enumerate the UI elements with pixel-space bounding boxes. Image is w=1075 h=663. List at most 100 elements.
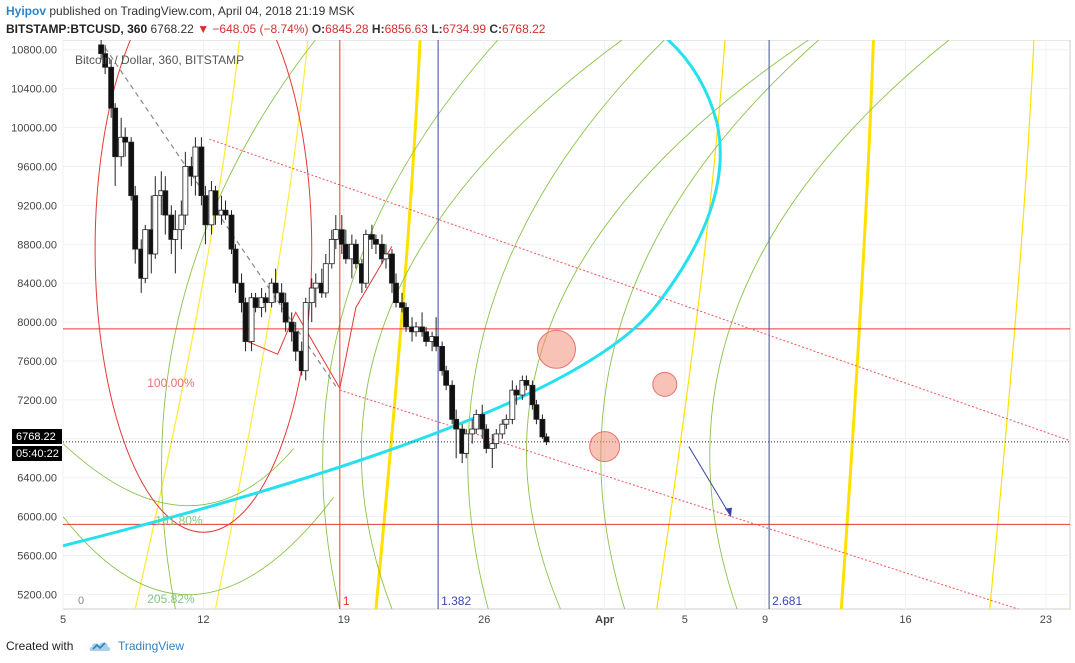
projection-arrow (688, 446, 732, 517)
green-fib-arc (161, 40, 316, 609)
candle-body-up (178, 214, 185, 231)
green-fib-arc (600, 40, 819, 609)
candle-body-up (192, 146, 199, 177)
candle (342, 229, 349, 264)
x-tick-label: 16 (899, 614, 911, 626)
candle (222, 200, 229, 220)
yellow-cycle-arc (1069, 603, 1070, 609)
y-tick-label: 10400.00 (11, 84, 57, 96)
candle (312, 273, 319, 308)
candle (168, 205, 175, 254)
candle-body-down (443, 370, 450, 386)
candle-body-up (499, 423, 506, 435)
yellow-cycle-arc (374, 40, 422, 609)
candle-body-down (222, 209, 229, 216)
candle (513, 385, 520, 405)
candle (539, 414, 546, 439)
plot-area[interactable] (62, 40, 1071, 610)
price-chart[interactable]: 1 1.382 2.681 100.00% 161.80% 205.82% Bitcoin… (0, 40, 1075, 630)
candle-body-down (102, 53, 109, 68)
tradingview-brand[interactable]: TradingView (118, 639, 185, 653)
high-label: H: (371, 22, 385, 36)
candle-body-up (363, 234, 369, 284)
y-tick-label: 7200.00 (17, 395, 57, 407)
x-tick-label: Apr (595, 614, 615, 626)
candle (419, 312, 425, 337)
x-tick-label: 9 (762, 614, 768, 626)
candle-body-down (419, 326, 425, 333)
y-tick-label: 10000.00 (11, 123, 57, 135)
candle-body-down (252, 297, 259, 308)
candle-body-down (352, 243, 359, 265)
candle (128, 137, 135, 201)
candle-body-down (449, 384, 456, 420)
symbol-line: BITSTAMP:BTCUSD, 360 6768.22 ▼ −648.05 (… (6, 22, 545, 36)
candle (288, 312, 295, 342)
candle (302, 297, 309, 381)
candle-body-up (383, 253, 389, 260)
low-value: 6734.99 (442, 22, 487, 36)
candle-body-down (288, 321, 295, 333)
candle-body-down (479, 414, 486, 430)
candle-body-down (238, 282, 245, 304)
vertical-line-label: 1.382 (441, 594, 471, 608)
overlay-layer: 1 1.382 2.681 100.00% 161.80% 205.82% (147, 329, 802, 608)
last-price-tag (12, 429, 62, 444)
cyan-parabola (63, 40, 722, 548)
candle-body-up (248, 297, 255, 342)
candle (242, 297, 249, 352)
green-fib-arc (467, 40, 665, 609)
candle (182, 151, 189, 225)
candle (192, 137, 199, 196)
candle-body-down (292, 331, 299, 352)
yellow-cycle-arc (989, 40, 1035, 609)
candle (489, 433, 496, 468)
low-label: L: (431, 22, 443, 36)
tradingview-logo-icon[interactable] (88, 637, 112, 655)
green-fib-arc (322, 40, 499, 609)
author-name[interactable]: Hyipov (6, 4, 47, 18)
candle (413, 322, 419, 337)
candle (292, 322, 299, 361)
candle-body-up (413, 326, 419, 333)
chart-legend: Bitcoin / Dollar, 360, BITSTAMP (75, 53, 244, 67)
candle (152, 176, 159, 259)
candle (202, 185, 209, 245)
price-axis[interactable]: 10800.00 10400.00 10000.00 9600.00 9200.00 88… (11, 45, 57, 602)
candle-body-up (503, 418, 510, 425)
candle (132, 185, 139, 264)
candle-body-down (529, 384, 536, 406)
highlight-circle (589, 431, 621, 463)
candle-body-up (509, 389, 516, 420)
candle-body-down (399, 302, 405, 308)
zero-label: 0 (78, 595, 84, 607)
candle (479, 404, 486, 439)
candle-body-up (142, 229, 149, 279)
green-fib-arc (63, 496, 335, 595)
candle-body-down (122, 136, 129, 143)
candle-body-down (272, 282, 279, 294)
y-tick-label: 8400.00 (17, 278, 57, 290)
candle (328, 229, 335, 269)
time-axis[interactable]: 5 12 19 26 Apr 5 9 16 23 (60, 614, 1052, 626)
candle (423, 326, 429, 347)
candle (118, 117, 125, 167)
candle-body-down (523, 380, 530, 386)
drawings-layer (63, 40, 1070, 609)
x-tick-label: 23 (1040, 614, 1052, 626)
candle (433, 317, 440, 352)
candle (453, 409, 460, 459)
candle-body-down (423, 331, 429, 342)
fib-circle-ellipse (94, 40, 313, 533)
candle-body-down (433, 336, 440, 347)
last-price-tag-text: 6768.22 (16, 431, 56, 443)
candle (238, 273, 245, 313)
green-fib-arc (360, 40, 623, 609)
candle (112, 103, 119, 186)
candle-body-down (202, 195, 209, 226)
candle-body-up (118, 136, 125, 158)
candle-body-up (519, 380, 526, 396)
candle-body-up (328, 238, 335, 265)
candle (198, 137, 205, 206)
candle-body-down (282, 302, 289, 323)
